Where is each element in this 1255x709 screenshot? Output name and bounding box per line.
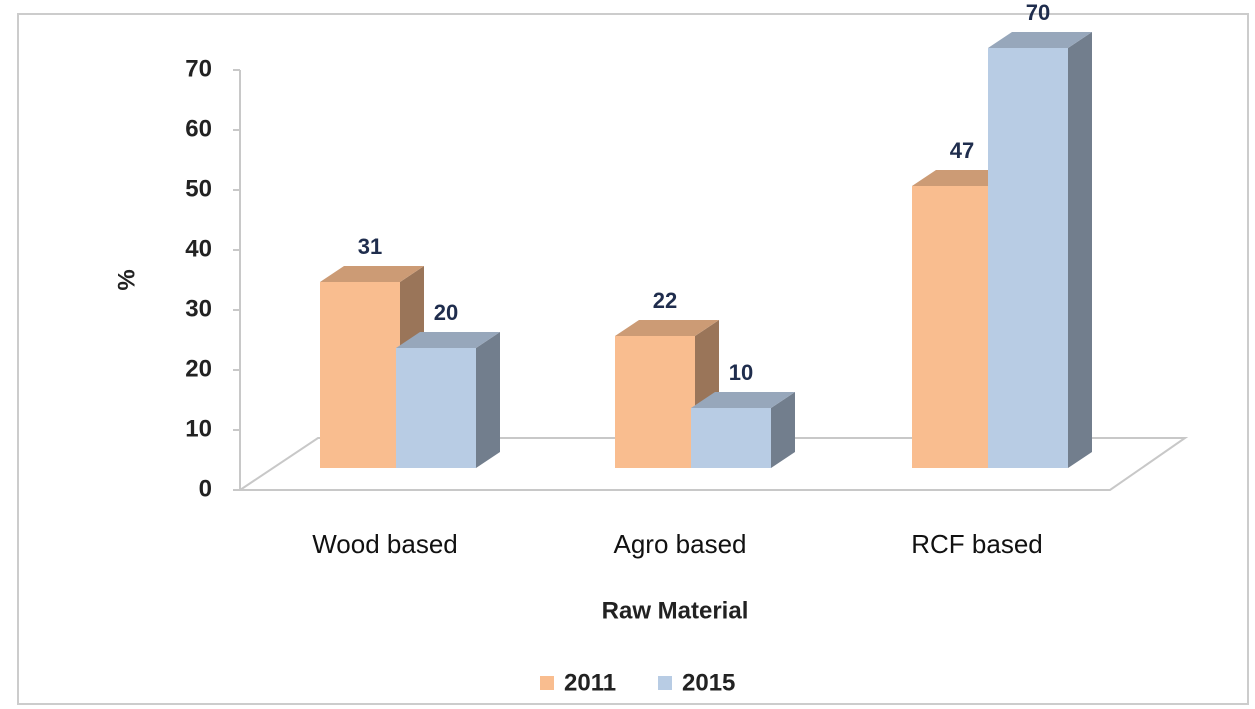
value-label: 70 — [1026, 0, 1050, 25]
x-tick-label: RCF based — [911, 529, 1043, 559]
y-tick-label: 30 — [185, 295, 212, 322]
value-label: 31 — [358, 234, 382, 259]
bar — [691, 408, 771, 468]
value-label: 20 — [434, 300, 458, 325]
legend-swatch — [540, 676, 554, 690]
bar-top — [396, 332, 500, 348]
bar-side — [1068, 32, 1092, 468]
x-tick-label: Agro based — [614, 529, 747, 559]
bar-side — [476, 332, 500, 468]
y-axis-label: % — [113, 269, 140, 290]
bar-top — [615, 320, 719, 336]
legend-label: 2015 — [682, 669, 735, 696]
bar-side — [771, 392, 795, 468]
bar — [988, 48, 1068, 468]
y-tick-label: 10 — [185, 415, 212, 442]
bar — [320, 282, 400, 468]
bar-top — [320, 266, 424, 282]
y-tick-label: 0 — [199, 475, 212, 502]
legend-label: 2011 — [564, 669, 616, 696]
value-label: 47 — [950, 138, 974, 163]
y-tick-label: 70 — [185, 55, 212, 82]
x-tick-label: Wood based — [312, 529, 458, 559]
y-tick-label: 40 — [185, 235, 212, 262]
bar — [615, 336, 695, 468]
y-tick-label: 20 — [185, 355, 212, 382]
bar — [912, 186, 992, 468]
bar-top — [691, 392, 795, 408]
bar-top — [988, 32, 1092, 48]
y-tick-label: 60 — [185, 115, 212, 142]
value-label: 10 — [729, 360, 753, 385]
value-label: 22 — [653, 288, 677, 313]
legend-swatch — [658, 676, 672, 690]
x-axis-label: Raw Material — [602, 597, 749, 624]
y-tick-label: 50 — [185, 175, 212, 202]
bar — [396, 348, 476, 468]
